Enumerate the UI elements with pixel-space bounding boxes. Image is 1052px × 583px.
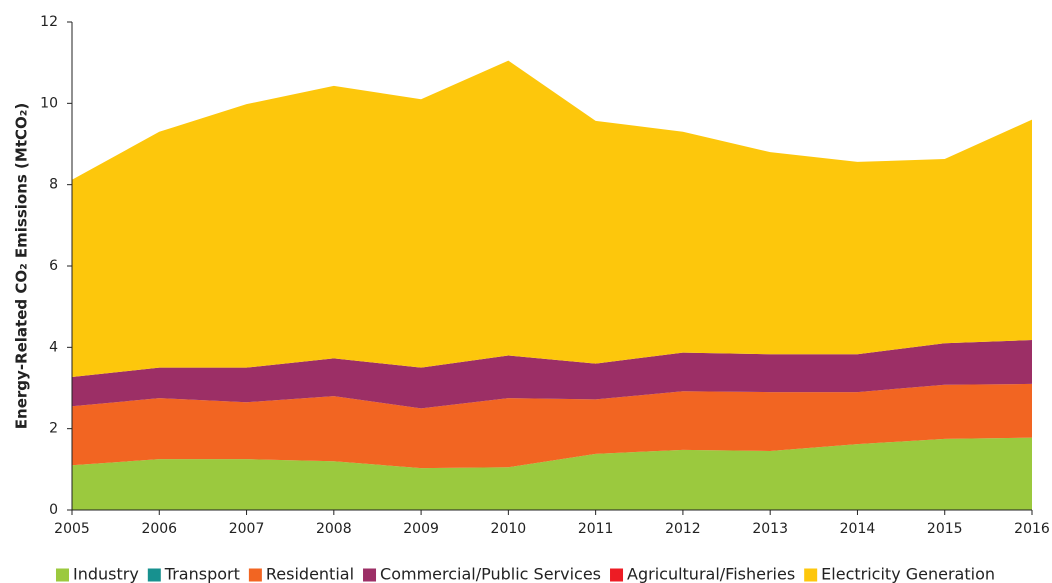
y-tick-label: 6 <box>49 258 58 274</box>
x-tick-label: 2014 <box>840 521 876 537</box>
legend-swatch <box>804 568 818 582</box>
y-tick-label: 0 <box>49 502 58 518</box>
legend: Industry Transport Residential Commercial/P… <box>55 565 995 583</box>
x-tick-label: 2016 <box>1014 521 1050 537</box>
y-axis-label: Energy-Related CO₂ Emissions (MtCO₂) <box>13 103 31 429</box>
y-tick-label: 8 <box>49 177 58 193</box>
legend-label: Residential <box>266 565 354 583</box>
legend-swatch <box>248 568 262 582</box>
y-tick-label: 12 <box>40 14 58 30</box>
area <box>72 60 1032 378</box>
x-tick-label: 2009 <box>403 521 439 537</box>
area <box>72 383 1032 469</box>
x-tick-label: 2006 <box>141 521 177 537</box>
area <box>72 340 1032 409</box>
x-tick-label: 2010 <box>491 521 527 537</box>
x-tick-label: 2013 <box>752 521 788 537</box>
legend-label: Electricity Generation <box>821 565 995 583</box>
y-tick-label: 10 <box>40 95 58 111</box>
x-tick-label: 2012 <box>665 521 701 537</box>
legend-label: Industry <box>73 565 139 583</box>
legend-label: Commercial/Public Services <box>380 565 601 583</box>
legend-swatch <box>55 568 69 582</box>
legend-swatch <box>610 568 624 582</box>
x-tick-label: 2007 <box>229 521 265 537</box>
legend-swatch <box>363 568 377 582</box>
y-tick-label: 4 <box>49 339 58 355</box>
x-tick-label: 2005 <box>54 521 90 537</box>
x-tick-label: 2008 <box>316 521 352 537</box>
legend-swatch <box>147 568 161 582</box>
legend-label: Agricultural/Fisheries <box>627 565 795 583</box>
x-tick-label: 2015 <box>927 521 963 537</box>
legend-label: Transport <box>164 565 240 583</box>
y-tick-label: 2 <box>49 421 58 437</box>
area <box>72 437 1032 510</box>
x-tick-label: 2011 <box>578 521 614 537</box>
